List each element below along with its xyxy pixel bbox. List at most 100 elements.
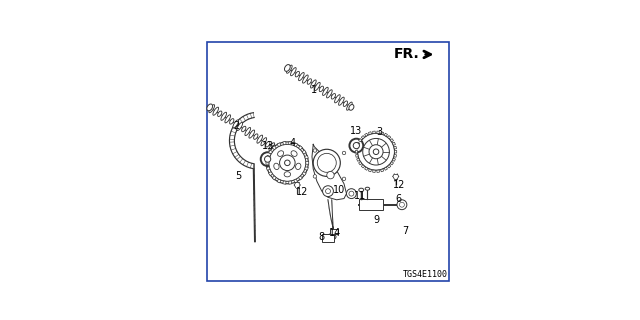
Polygon shape [372,131,375,133]
Text: 12: 12 [296,188,308,197]
Ellipse shape [326,90,332,98]
Polygon shape [358,139,362,142]
Polygon shape [305,167,308,170]
Polygon shape [377,170,380,172]
Ellipse shape [287,65,292,73]
Polygon shape [394,155,397,157]
Polygon shape [302,172,306,176]
Text: FR.: FR. [394,47,420,61]
Ellipse shape [310,80,316,88]
Ellipse shape [343,101,348,107]
Ellipse shape [266,141,270,147]
Polygon shape [328,200,334,236]
Polygon shape [369,132,371,134]
Circle shape [313,149,340,176]
Polygon shape [362,136,365,139]
Ellipse shape [339,97,344,105]
Ellipse shape [278,151,284,156]
Ellipse shape [365,187,370,190]
Circle shape [358,133,394,170]
Polygon shape [384,133,387,136]
Ellipse shape [284,172,291,177]
Circle shape [323,186,333,196]
Text: 6: 6 [395,194,401,204]
Ellipse shape [274,163,279,170]
Polygon shape [298,146,303,150]
Bar [330,229,338,234]
Polygon shape [388,165,391,168]
Circle shape [266,142,308,184]
Polygon shape [358,162,362,165]
Polygon shape [355,150,358,153]
Text: 1: 1 [312,85,317,95]
Polygon shape [277,143,281,147]
Ellipse shape [245,127,251,136]
Ellipse shape [295,71,300,77]
Circle shape [397,200,407,210]
Circle shape [326,189,330,194]
Circle shape [342,177,346,180]
Polygon shape [277,179,281,183]
Polygon shape [269,150,273,154]
Ellipse shape [335,95,340,103]
Circle shape [342,151,346,155]
Polygon shape [394,146,397,149]
Text: 13: 13 [350,126,362,136]
Ellipse shape [291,151,297,156]
Ellipse shape [291,68,296,76]
Ellipse shape [257,135,262,143]
Circle shape [363,139,389,165]
Polygon shape [266,156,270,159]
Text: 4: 4 [289,138,295,148]
Polygon shape [390,162,394,165]
Text: 5: 5 [235,172,241,181]
Polygon shape [306,161,308,164]
Polygon shape [356,158,360,161]
Polygon shape [298,176,303,180]
Circle shape [349,139,364,153]
Polygon shape [269,172,273,176]
Ellipse shape [237,123,243,131]
Circle shape [349,191,354,196]
Polygon shape [356,146,358,149]
Ellipse shape [225,115,230,123]
Text: 12: 12 [393,180,406,190]
Polygon shape [377,131,380,133]
Circle shape [346,189,356,198]
Ellipse shape [347,102,352,110]
Polygon shape [266,167,270,170]
Polygon shape [372,170,375,172]
Text: 7: 7 [403,226,409,236]
Ellipse shape [359,188,364,192]
Ellipse shape [328,234,336,240]
Circle shape [327,172,334,179]
Ellipse shape [296,163,301,170]
Polygon shape [266,161,269,164]
Text: 14: 14 [329,228,342,238]
Ellipse shape [242,126,246,132]
Polygon shape [369,169,371,172]
Text: 2: 2 [234,121,240,131]
Bar [322,234,333,242]
Ellipse shape [298,73,304,81]
Circle shape [313,149,317,152]
Text: 13: 13 [262,140,274,151]
Polygon shape [392,158,396,161]
Text: 11: 11 [354,191,366,201]
Bar [359,199,383,210]
Ellipse shape [207,104,212,111]
Ellipse shape [303,75,308,83]
Circle shape [399,202,404,207]
Polygon shape [390,139,394,142]
Circle shape [260,152,275,166]
Circle shape [317,153,336,172]
Polygon shape [394,150,397,153]
Circle shape [285,160,290,166]
Ellipse shape [249,130,255,138]
Polygon shape [388,136,391,139]
Text: 10: 10 [333,185,345,195]
Circle shape [269,144,306,181]
Polygon shape [362,165,365,168]
Circle shape [264,156,271,162]
Circle shape [353,142,360,149]
